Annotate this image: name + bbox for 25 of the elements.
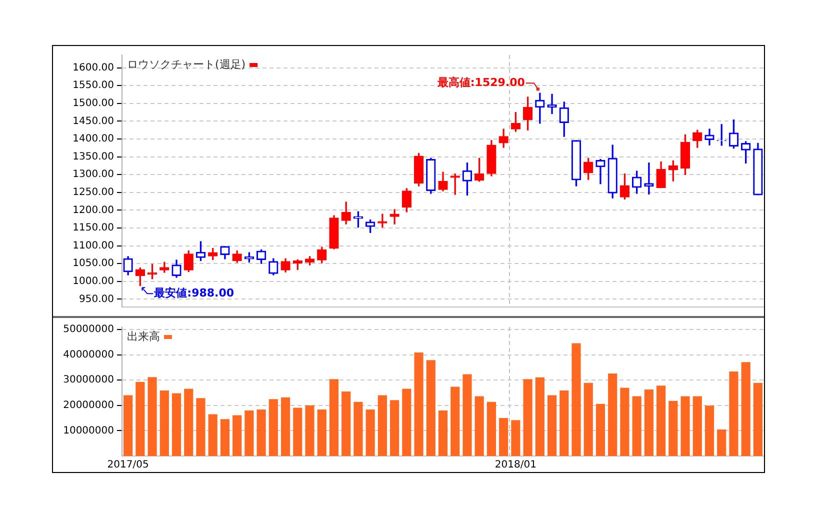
y-tick-label: 1550.00	[72, 80, 114, 92]
y-tick-label: 40000000	[63, 349, 114, 360]
y-tick-label: 1400.00	[72, 134, 114, 145]
y-tick-label: 50000000	[63, 324, 114, 336]
y-tick-label: 1050.00	[72, 258, 114, 270]
y-tick-label: 1250.00	[72, 186, 114, 198]
annotation: 最高値:1529.00	[436, 76, 526, 89]
y-tick-label: 1500.00	[72, 98, 114, 109]
y-tick-label: 950.00	[79, 294, 114, 305]
y-tick-label: 20000000	[63, 400, 114, 412]
y-tick-label: 1450.00	[72, 116, 114, 127]
y-tick-label: 1100.00	[72, 240, 114, 252]
y-tick-label: 1600.00	[72, 62, 114, 74]
y-tick-label: 1000.00	[72, 276, 114, 287]
legend-label: 出来高	[127, 330, 160, 343]
legend-label: ロウソクチャート(週足)	[127, 58, 246, 71]
annotation: 最安値:988.00	[153, 286, 234, 300]
y-tick-label: 1300.00	[72, 169, 114, 180]
y-tick-label: 1200.00	[72, 204, 114, 216]
y-tick-label: 30000000	[63, 374, 114, 386]
y-tick-label: 10000000	[63, 425, 114, 436]
x-tick-label: 2017/05	[107, 460, 149, 471]
y-tick-label: 1350.00	[72, 151, 114, 162]
y-tick-label: 1150.00	[72, 222, 114, 234]
x-tick-label: 2018/01	[494, 460, 536, 471]
